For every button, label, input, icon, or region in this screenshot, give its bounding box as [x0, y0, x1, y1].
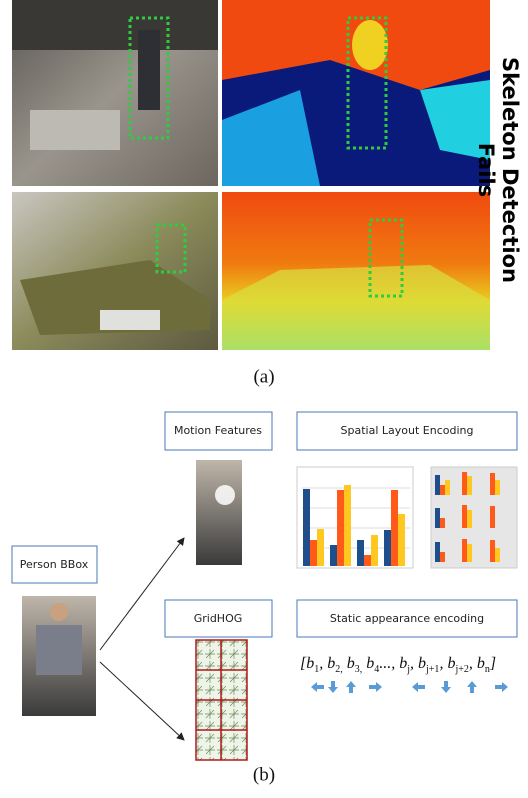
person — [138, 30, 160, 110]
formula-text: , b — [410, 655, 426, 672]
photo-part — [30, 110, 120, 150]
box-label: Person BBox — [20, 558, 89, 571]
mini-bars — [435, 472, 500, 562]
encoding-formula: [b1, b2, b3, b4..., bj, bj+1, bj+2, bn] — [300, 655, 496, 675]
direction-icons — [311, 681, 508, 693]
formula-text: ..., b — [379, 655, 407, 672]
arrow — [99, 537, 185, 651]
depth-region — [222, 90, 320, 186]
formula-subscript: 4 — [374, 664, 379, 675]
label-box — [11, 545, 98, 584]
caption: (a) — [253, 366, 274, 387]
photo-part — [12, 0, 218, 50]
motion-blob — [215, 485, 235, 505]
side-text: Skeleton Detection — [498, 57, 522, 283]
photo-part — [20, 260, 210, 335]
box-label: GridHOG — [194, 612, 243, 625]
image-row-top — [12, 0, 490, 186]
formula-text: b — [343, 655, 355, 672]
formula-subscript: 3, — [355, 664, 363, 675]
detection-box — [128, 16, 170, 140]
person-head — [50, 603, 68, 621]
formula-text: b — [362, 655, 374, 672]
person-shirt — [36, 625, 82, 675]
formula-text: , b — [439, 655, 455, 672]
layout-illustration — [296, 466, 518, 569]
formula-subscript: 2, — [335, 664, 343, 675]
label-box — [164, 599, 273, 638]
box-label: Motion Features — [174, 424, 262, 437]
depth-region — [222, 265, 490, 350]
box-label: Static appearance encoding — [330, 612, 484, 625]
arrow — [99, 661, 185, 741]
detection-box — [155, 223, 187, 274]
formula-subscript: j+1 — [425, 664, 439, 675]
formula-text: [b — [300, 655, 314, 672]
image-row-bottom — [12, 192, 490, 350]
label-box — [164, 411, 273, 451]
photo-part — [100, 310, 160, 330]
formula-subscript: n — [485, 664, 490, 675]
formula-text: , b — [469, 655, 485, 672]
box-label: Spatial Layout Encoding — [341, 424, 474, 437]
formula-subscript: j+2 — [454, 664, 468, 675]
grid-lines — [302, 487, 410, 549]
formula-text: ] — [489, 655, 496, 672]
side-text: Fails — [474, 143, 498, 197]
formula-subscript: j — [406, 664, 410, 675]
formula-text: , b — [319, 655, 335, 672]
motion-image — [196, 460, 242, 565]
bars — [303, 485, 405, 566]
person-depth — [352, 20, 388, 70]
label-box — [296, 599, 518, 638]
detection-box — [346, 16, 388, 150]
grid-lines — [196, 640, 247, 760]
label-box — [296, 411, 518, 451]
formula-subscript: 1 — [314, 664, 319, 675]
depth-region — [420, 80, 490, 160]
caption: (b) — [253, 764, 275, 785]
